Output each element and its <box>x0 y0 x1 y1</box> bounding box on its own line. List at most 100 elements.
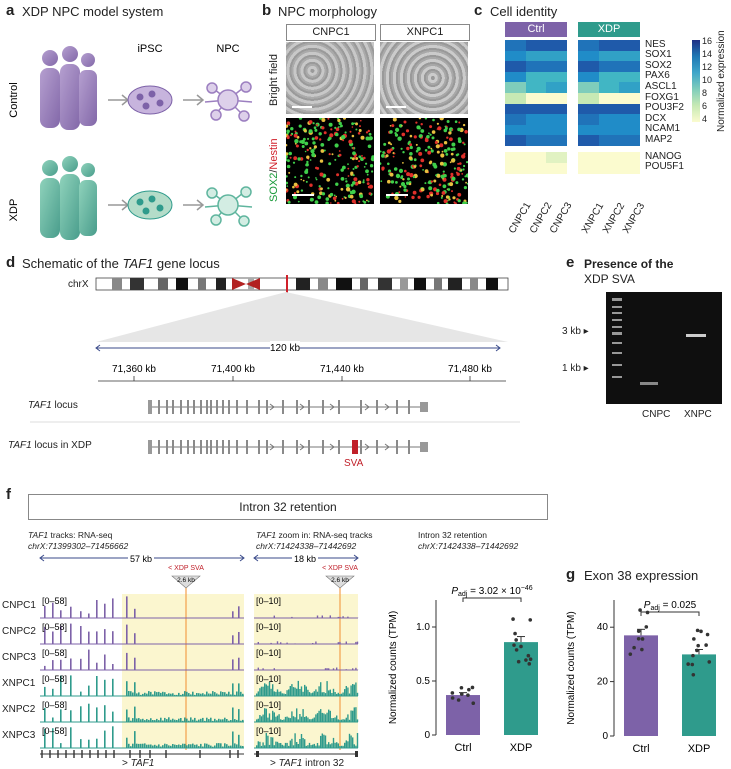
arrow-icon <box>108 94 130 106</box>
xdp-group-header: XDP <box>578 22 640 37</box>
data-point <box>514 648 519 652</box>
data-point <box>695 628 700 633</box>
data-point <box>692 637 696 641</box>
track-range-wide: [0–58] <box>42 700 67 710</box>
heatmap-cell <box>505 114 526 126</box>
data-point <box>640 637 645 641</box>
gene-label-ncam1: NCAM1 <box>645 123 681 135</box>
data-point <box>640 647 644 652</box>
y-axis-label: Normalized counts (TPM) <box>566 611 577 724</box>
category-label: XDP <box>510 742 533 754</box>
npc-label: NPC <box>216 43 239 55</box>
heatmap-cell <box>546 93 567 105</box>
span-120kb: 120 kb <box>270 343 300 354</box>
control-label: Control <box>8 82 20 117</box>
control-people-icon <box>40 46 97 130</box>
cnpc1-column-label: CNPC1 <box>286 24 376 41</box>
panel-b-title: NPC morphology <box>278 4 377 19</box>
heatmap-cell <box>546 82 567 94</box>
gene-label-nes: NES <box>645 38 666 50</box>
gene-label-sox1: SOX1 <box>645 49 672 61</box>
p-value-annotation: Padj = 0.025 <box>644 600 697 612</box>
panel-e-title-line1: Presence of the <box>584 257 674 271</box>
heatmap-cell <box>578 71 599 83</box>
gene-label-pou5f1: POU5F1 <box>645 161 684 173</box>
panel-g-letter: g <box>566 566 576 583</box>
data-point <box>691 653 695 658</box>
heatmap-cell <box>546 162 567 174</box>
colorbar-tick: 4 <box>702 114 708 124</box>
y-tick-label: 20 <box>597 677 609 688</box>
heatmap-cell <box>599 124 620 136</box>
data-point <box>526 653 531 658</box>
data-point <box>690 662 695 667</box>
track-label-cnpc2: CNPC2 <box>2 626 36 637</box>
colorbar <box>692 40 700 122</box>
data-point <box>450 691 455 695</box>
p-value-annotation: Padj = 3.02 × 10−46 <box>451 585 532 598</box>
xnpc-band <box>686 334 706 337</box>
data-point <box>628 652 633 656</box>
locus1-label: TAF1 locus <box>28 400 78 411</box>
xdp-label: XDP <box>8 199 20 222</box>
heatmap-cell <box>526 103 547 115</box>
heatmap-cell <box>599 61 620 73</box>
gene-label-nanog: NANOG <box>645 150 682 162</box>
heatmap-cell <box>546 135 567 147</box>
arrow-icon <box>183 199 205 211</box>
data-point <box>513 631 517 636</box>
heatmap-cell <box>599 135 620 147</box>
heatmap-cell <box>599 82 620 94</box>
panel-d-letter: d <box>6 254 16 271</box>
data-point <box>528 657 533 661</box>
track-range-wide: [0–58] <box>42 648 67 658</box>
heatmap-cell <box>505 50 526 62</box>
heatmap-cell <box>505 162 526 174</box>
heatmap-cell <box>578 50 599 62</box>
gene-label-pou3f2: POU3F2 <box>645 102 684 114</box>
heatmap-cell <box>619 40 640 52</box>
heatmap-cell <box>505 61 526 73</box>
track-range-zoom: [0–10] <box>256 596 281 606</box>
heatmap-cell <box>578 61 599 73</box>
heatmap-cell <box>505 103 526 115</box>
xnpc1-fluorescence-image <box>380 118 468 204</box>
y-axis-label: Normalized counts (TPM) <box>388 611 399 724</box>
heatmap-cell <box>526 50 547 62</box>
heatmap-cell <box>526 93 547 105</box>
cnpc1-fluorescence-image <box>286 118 374 204</box>
track-range-wide: [0–58] <box>42 726 67 736</box>
data-point <box>471 701 476 705</box>
bar-xdp <box>504 642 538 735</box>
heatmap-cell <box>578 93 599 105</box>
track-range-zoom: [0–10] <box>256 726 281 736</box>
data-point <box>466 693 470 697</box>
data-point <box>704 643 708 647</box>
retention-plot-coord: chrX:71424338–71442692 <box>418 541 519 551</box>
panel-e-letter: e <box>566 254 575 271</box>
data-point <box>456 698 461 702</box>
bar-xdp <box>682 654 716 736</box>
data-point <box>705 632 710 637</box>
heatmap-cell <box>526 114 547 126</box>
data-point <box>691 672 696 677</box>
heatmap-cell <box>619 114 640 126</box>
data-point <box>516 659 521 664</box>
heatmap-cell <box>505 40 526 52</box>
gene1-label: > TAF1 <box>122 758 155 769</box>
colorbar-tick: 12 <box>702 62 713 72</box>
heatmap-cell <box>546 50 567 62</box>
data-point <box>511 617 515 621</box>
xdp-ipsc-icon <box>127 190 173 220</box>
data-point <box>636 636 641 641</box>
data-point <box>514 638 518 642</box>
track-label-xnpc1: XNPC1 <box>2 678 36 689</box>
heatmap-cell <box>505 152 526 164</box>
control-ipsc-icon <box>127 85 173 115</box>
sva-insertion <box>352 440 358 454</box>
panel-a-letter: a <box>6 2 15 19</box>
retention-plot-title: Intron 32 retention <box>418 530 487 540</box>
sox2-nestin-label: SOX2/Nestin <box>268 138 280 202</box>
data-point <box>695 648 699 653</box>
panel-a-title: XDP NPC model system <box>22 4 164 19</box>
